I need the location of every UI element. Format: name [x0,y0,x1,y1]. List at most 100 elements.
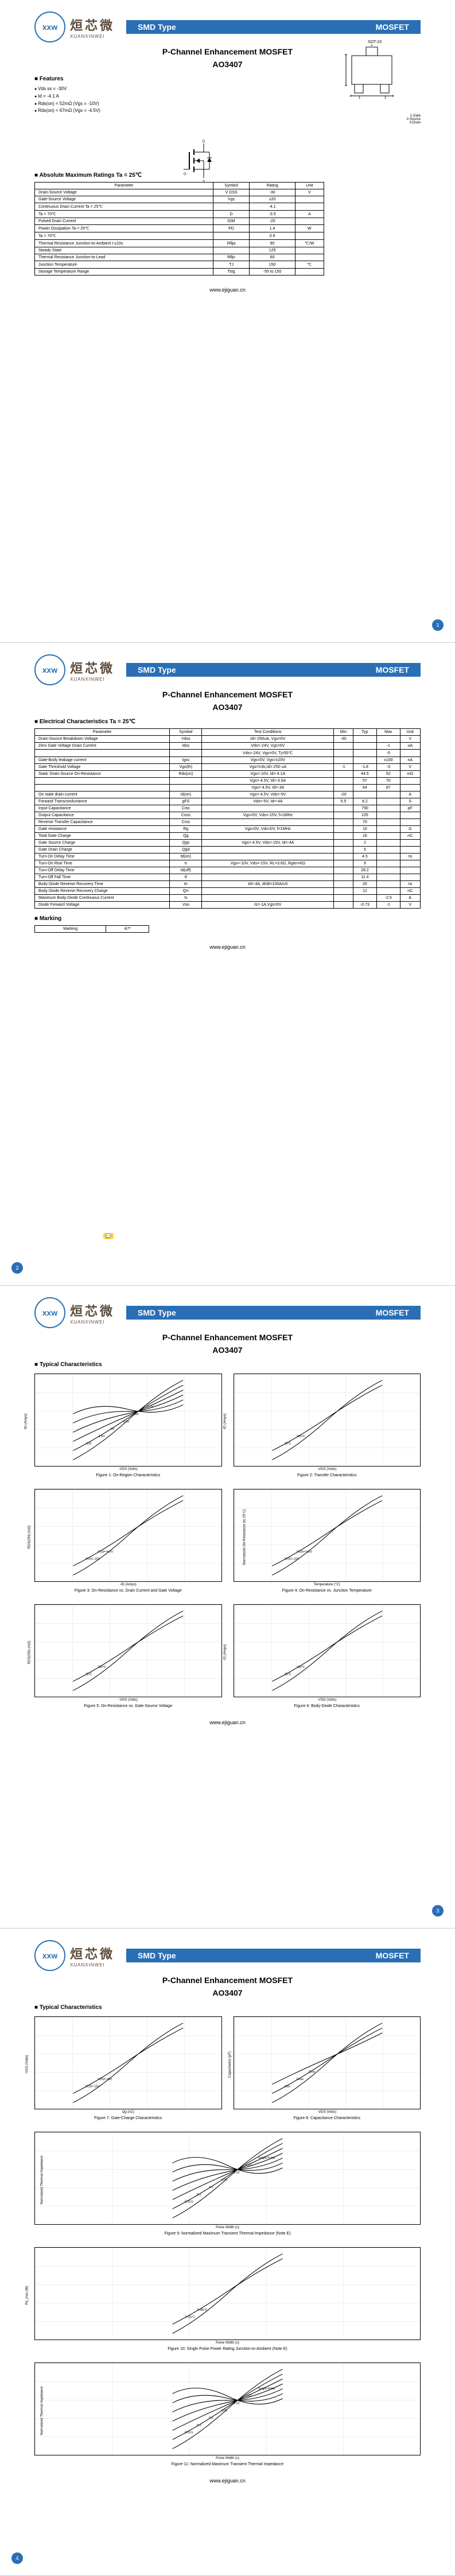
table-cell [353,750,376,757]
th: Max [377,729,400,736]
table-cell: Qgd [170,847,202,854]
svg-text:-3.5V: -3.5V [122,1420,130,1423]
table-cell: Body Diode Reverse Recovery Time [35,881,170,888]
chart-container: CissCossCrssCapacitance (pF)-VDS (Volts)… [234,2016,421,2120]
table-cell [213,247,249,254]
table-cell: Continuous Drain Current Ta = 25℃ [35,203,213,211]
svg-text:1: 1 [359,96,361,100]
bar-left: SMD Type [138,665,176,674]
table-row: Thermal Resistance Junction-to-LeadRθjc6… [35,254,324,261]
table-cell: 64 [353,785,376,792]
chart-grid: -10V-4.5V-4V-3.5V-3V-2.5V-ID (Amps)-VDS … [34,1374,421,1708]
table-cell: S [400,798,420,805]
table-cell [334,819,353,826]
table-cell: mΩ [400,771,420,778]
table-cell [377,736,400,743]
table-row: Thermal Resistance Junction-to-Ambient t… [35,240,324,247]
table-row: Gate Drain ChargeQgd 5 [35,847,421,854]
th: Typ [353,729,376,736]
brand-en: XUANXINWEI [70,34,115,39]
table-cell [202,854,334,860]
table-row: Diode Forward VoltageVsoIs=-1A,Vgs=0V-0.… [35,902,421,909]
logo: xxw [34,1297,65,1328]
table-cell [334,854,353,860]
table-cell [353,736,376,743]
table-row: On state drain currentId(on)Vgs=-4.5V, V… [35,792,421,798]
table-cell: Gate-Source Voltage [35,196,213,203]
brand: 烜芯微 XUANXINWEI [70,15,115,39]
title-bar: SMD Type MOSFET [126,1306,421,1320]
table-cell: Forward Transconductance [35,798,170,805]
table-cell: Drain-Source Breakdown Voltage [35,736,170,743]
table-cell [35,778,170,785]
table-cell: Vds=-5V, Id=-4A [202,798,334,805]
page-4: xxw 烜芯微 XUANXINWEI SMD Type MOSFET P-Cha… [0,1929,455,2576]
table-cell: nC [400,833,420,840]
chart: VDS=-15VVDS=-30V-VGS (Volts) [34,2016,222,2109]
title-bar: SMD Type MOSFET [126,663,421,677]
table-cell: Id=-4A, dI/dt=100A/uS [202,881,334,888]
table-cell: Ω [400,826,420,833]
table-cell [377,833,400,840]
table-cell: 12 [353,888,376,895]
table-cell: Vds=-24V, Vgs=0V, Tj=55℃ [202,750,334,757]
table-cell: PD [213,225,249,232]
table-cell: ℃ [295,261,324,269]
table-cell: trr [170,881,202,888]
table-cell: -30 [334,736,353,743]
table-cell: Vgs=0V, Vds=-15V, f=1MHz [202,812,334,819]
table-cell: Vgs=0V, Vds=0V, f=1MHz [202,826,334,833]
chart: CissCossCrssCapacitance (pF) [234,2016,421,2109]
marking-label: Marking [35,926,106,933]
logo: xxw [34,654,65,685]
table-cell: Turn-On Rise Time [35,860,170,867]
brand-en: XUANXINWEI [70,1962,115,1968]
chart-xlabel: Pulse Width (s) [34,2341,421,2345]
table-cell: -1 [377,743,400,750]
table-cell [334,895,353,902]
chart-caption: Figure 10: Single Pulse Power Rating Jun… [34,2347,421,2351]
page-1: xxw 烜芯微 XUANXINWEI SMD Type MOSFET P-Cha… [0,0,455,643]
chart-ylabel: Normalized Thermal Impedance [41,2155,44,2204]
th: Symbol [170,729,202,736]
table-cell: -1 [334,764,353,771]
table-row: Turn-Off Delay Timetd(off)28.2 [35,867,421,874]
table-cell: Turn-On Delay Time [35,854,170,860]
table-row: Drain-Source Breakdown VoltageVdssId=-25… [35,736,421,743]
table-cell: 125 [250,247,295,254]
table-cell: Idss [170,743,202,750]
table-cell: Vgs=Vds,Id=-250 uA [202,764,334,771]
svg-text:-4V: -4V [110,1427,115,1431]
table-cell: Gate Drain Charge [35,847,170,854]
table-cell [400,812,420,819]
table-row: Turn-On Rise TimetrVgs=-10V, Vds=-15V, R… [35,860,421,867]
table-header-row: Parameter Symbol Rating Unit [35,183,324,189]
table-cell: Pulsed Drain Current [35,218,213,225]
th: Min [334,729,353,736]
table-row: Drain-Source VoltageV DSS-30V [35,189,324,196]
table-cell: 150 [250,261,295,269]
abs-max-table: Parameter Symbol Rating Unit Drain-Sourc… [34,182,324,276]
th: Test Conditions [202,729,334,736]
table-cell [353,743,376,750]
table-cell: Vgs=-4.5V, Vds=-5V [202,792,334,798]
table-cell [377,840,400,847]
table-cell: Rθjc [213,254,249,261]
title-bar: SMD Type MOSFET [126,1949,421,1962]
chart-caption: Figure 1: On-Region Characteristics [34,1473,222,1477]
table-cell: V [400,764,420,771]
table-cell: 28.2 [353,867,376,874]
table-cell [334,778,353,785]
marking-heading: Marking [34,915,421,922]
table-cell [334,840,353,847]
chart-ylabel: -IS (Amps) [223,1644,227,1661]
table-cell: V [295,189,324,196]
table-cell: Thermal Resistance Junction-to-Ambient t… [35,240,213,247]
table-cell: 5 [353,847,376,854]
chart-container: D=0.50.20.10.050.020.01Single PulseNorma… [34,2362,421,2466]
table-row: Ta = 70℃0.9 [35,232,324,240]
chart-caption: Figure 9: Normalized Maximum Transient T… [34,2232,421,2236]
chart-xlabel: -VGS (Volts) [234,1468,421,1471]
svg-text:-3V: -3V [134,1413,139,1416]
table-cell: Diode Forward Voltage [35,902,170,909]
